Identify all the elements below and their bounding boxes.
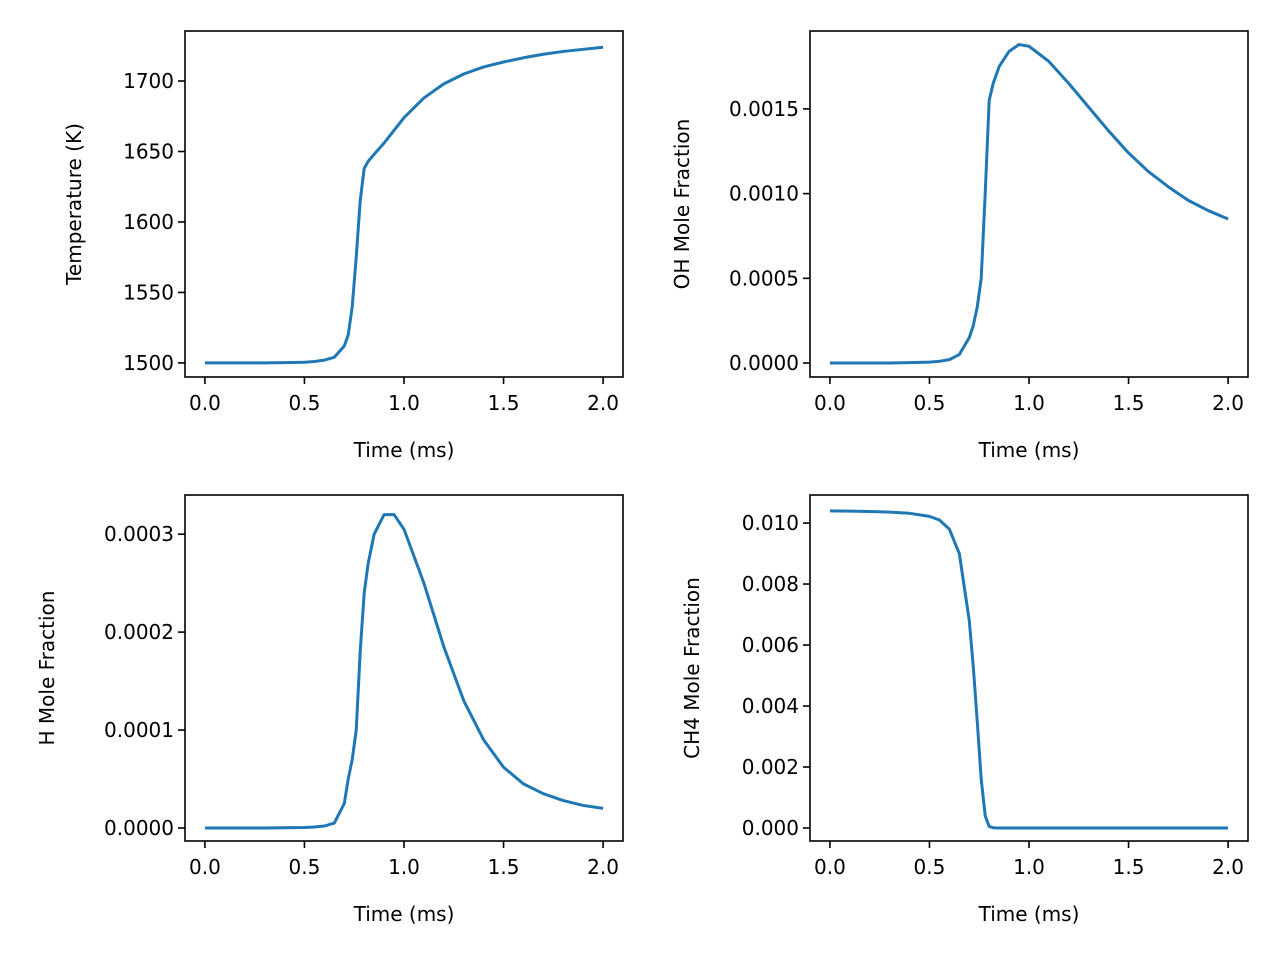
y-tick-label: 0.006 [742, 633, 799, 657]
y-tick-label: 1500 [123, 351, 174, 375]
x-axis-label: Time (ms) [978, 438, 1080, 462]
x-tick-label: 0.0 [814, 855, 846, 879]
x-tick-label: 2.0 [587, 391, 619, 415]
axes-frame [184, 494, 624, 842]
x-tick-label: 0.5 [914, 391, 946, 415]
axes-frame [809, 494, 1249, 842]
y-tick-label: 1600 [123, 210, 174, 234]
x-tick-label: 0.5 [289, 855, 321, 879]
x-axis-label: Time (ms) [978, 902, 1080, 926]
y-tick-label: 0.0000 [729, 351, 799, 375]
y-tick-label: 0.0010 [729, 182, 799, 206]
x-tick-label: 1.0 [388, 855, 420, 879]
y-tick-label: 1700 [123, 69, 174, 93]
subplot: 0.0 0.5 1.0 1.5 2.0 1500 1550 1600 1650 1700 Time … [62, 30, 624, 462]
x-axis-label: Time (ms) [353, 438, 455, 462]
x-tick-label: 1.0 [388, 391, 420, 415]
y-tick-label: 0.002 [742, 755, 799, 779]
y-tick-label: 0.0015 [729, 97, 799, 121]
x-tick-label: 1.5 [1113, 855, 1145, 879]
data-line [829, 509, 1229, 830]
x-tick-label: 0.5 [289, 391, 321, 415]
y-axis-label: Temperature (K) [62, 123, 86, 286]
x-axis-label: Time (ms) [353, 902, 455, 926]
y-tick-label: 0.0002 [104, 620, 174, 644]
x-tick-label: 0.0 [189, 391, 221, 415]
y-tick-label: 1650 [123, 140, 174, 164]
subplot: 0.0 0.5 1.0 1.5 2.0 0.0000 0.0005 0.0010 0.0015 T… [670, 30, 1249, 462]
y-axis-label: CH4 Mole Fraction [680, 577, 704, 759]
y-tick-label: 0.0005 [729, 266, 799, 290]
data-line [204, 513, 604, 830]
y-tick-label: 1550 [123, 280, 174, 304]
y-tick-label: 0.010 [742, 511, 799, 535]
x-tick-label: 0.0 [814, 391, 846, 415]
x-tick-label: 1.0 [1013, 391, 1045, 415]
x-tick-label: 1.0 [1013, 855, 1045, 879]
y-axis-label: H Mole Fraction [35, 591, 59, 746]
axes-frame [184, 30, 624, 378]
x-tick-label: 0.5 [914, 855, 946, 879]
x-tick-label: 1.5 [488, 855, 520, 879]
axes-frame [809, 30, 1249, 378]
y-tick-label: 0.0003 [104, 522, 174, 546]
data-line [829, 43, 1229, 365]
x-tick-label: 0.0 [189, 855, 221, 879]
x-tick-label: 2.0 [587, 855, 619, 879]
y-tick-label: 0.0001 [104, 718, 174, 742]
subplot: 0.0 0.5 1.0 1.5 2.0 0.0000 0.0001 0.0002 0.0003 T… [35, 494, 624, 926]
data-line [204, 45, 604, 365]
x-tick-label: 2.0 [1212, 391, 1244, 415]
y-tick-label: 0.0000 [104, 816, 174, 840]
y-tick-label: 0.008 [742, 572, 799, 596]
x-tick-label: 1.5 [1113, 391, 1145, 415]
x-tick-label: 1.5 [488, 391, 520, 415]
subplot: 0.0 0.5 1.0 1.5 2.0 0.000 0.002 0.004 0.006 0.008… [680, 494, 1249, 926]
x-tick-label: 2.0 [1212, 855, 1244, 879]
y-tick-label: 0.000 [742, 816, 799, 840]
y-axis-label: OH Mole Fraction [670, 119, 694, 290]
y-tick-label: 0.004 [742, 694, 799, 718]
